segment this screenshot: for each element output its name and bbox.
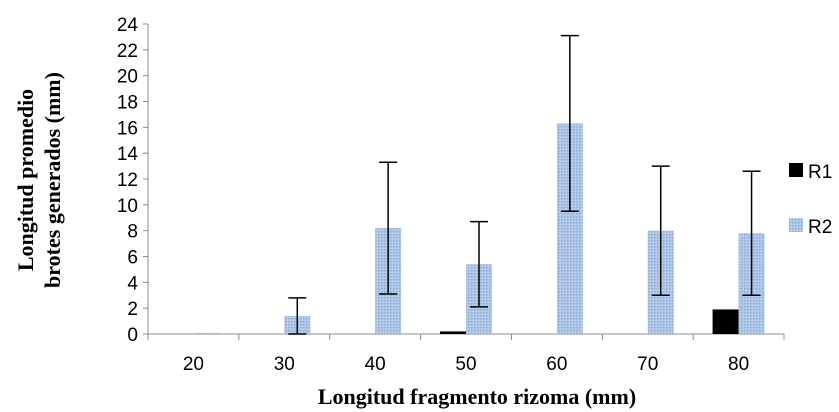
y-tick-label: 8 [127,222,138,243]
y-tick-label: 12 [117,170,138,191]
x-tick-label: 50 [455,354,476,375]
legend-label-r1: R1 [808,162,832,183]
legend-label-r2: R2 [808,217,832,238]
y-tick-label: 24 [117,15,139,36]
y-tick-label: 0 [127,325,138,346]
x-tick-label: 40 [365,354,386,375]
y-axis-title-line-2: brotes generados (mm) [40,72,65,288]
y-tick-label: 2 [127,299,138,320]
y-tick-label: 22 [117,41,138,62]
x-tick-label: 20 [183,354,204,375]
y-tick-label: 16 [117,118,138,139]
y-axis-title-line-1: Longitud promedio [13,89,38,271]
legend-swatch-r2 [789,218,803,232]
y-tick-label: 10 [117,196,138,217]
bar-r1 [712,309,739,334]
y-tick-label: 18 [117,93,138,114]
x-tick-label: 70 [637,354,658,375]
legend: R1 R2 [789,162,832,238]
x-tick-label: 30 [274,354,295,375]
bar-r2 [193,333,220,334]
axes [143,23,785,340]
x-tick-label: 80 [728,354,749,375]
error-bars [288,34,761,335]
y-tick-label: 20 [117,67,138,88]
bar-r1 [440,331,466,334]
y-tick-label: 6 [127,248,138,269]
x-axis-title: Longitud fragmento rizoma (mm) [318,384,636,409]
y-tick-label: 14 [117,144,139,165]
x-tick-label: 60 [546,354,567,375]
legend-swatch-r1 [789,163,803,177]
y-tick-label: 4 [127,273,138,294]
